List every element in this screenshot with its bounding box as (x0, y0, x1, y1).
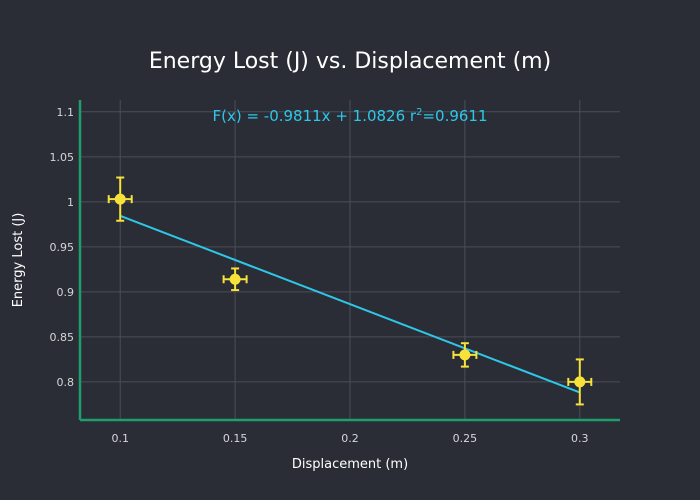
fit-line (119, 214, 581, 394)
chart-title: Energy Lost (J) vs. Displacement (m) (149, 49, 551, 74)
y-tick-label: 1.05 (50, 151, 75, 164)
data-point-group (567, 358, 593, 406)
x-axis-label: Displacement (m) (292, 457, 408, 472)
y-tick-label: 0.9 (57, 286, 75, 299)
x-tick-label: 0.2 (341, 432, 359, 445)
y-axis-label: Energy Lost (J) (11, 213, 26, 308)
data-point (459, 349, 471, 361)
fit-equation-annotation: F(x) = -0.9811x + 1.0826 r2=0.9611 (212, 107, 487, 125)
x-tick-label: 0.15 (223, 432, 248, 445)
data-point (229, 273, 241, 285)
data-point (574, 376, 586, 388)
y-tick-label: 0.8 (57, 376, 75, 389)
data-point-group (107, 176, 133, 222)
y-tick-label: 0.95 (50, 241, 75, 254)
axes (78, 100, 620, 422)
y-tick-label: 0.85 (50, 331, 75, 344)
tick-labels: 0.1 0.15 0.2 0.25 0.3 0.8 0.85 0.9 0.95 1 1.05 1.1 (50, 106, 589, 445)
y-tick-label: 1 (67, 196, 74, 209)
x-tick-label: 0.1 (111, 432, 129, 445)
data-point-group (452, 342, 478, 368)
x-tick-label: 0.25 (453, 432, 478, 445)
x-tick-label: 0.3 (571, 432, 589, 445)
y-tick-label: 1.1 (57, 106, 75, 119)
data-points (107, 176, 593, 406)
data-point-group (222, 267, 248, 292)
fit-line-group (119, 214, 581, 394)
grid-lines (80, 100, 620, 420)
data-point (114, 193, 126, 205)
